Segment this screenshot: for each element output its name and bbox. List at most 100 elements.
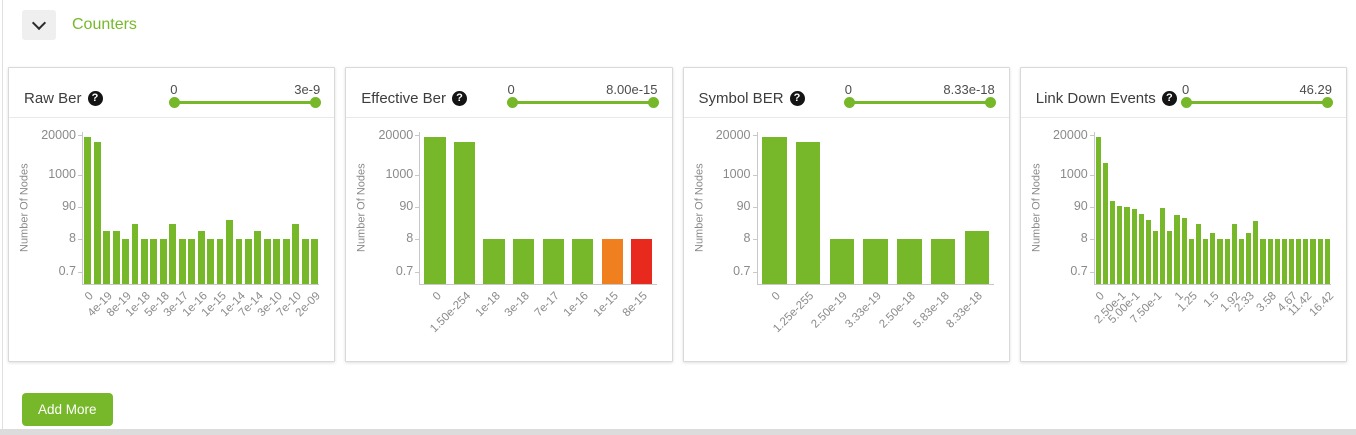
x-tick-label: 0 xyxy=(430,290,444,304)
x-tick-label: 3e-18 xyxy=(502,290,533,320)
histogram-chart: Number Of Nodes 0 4e-19 8e-19 1e-18 5e-18 3e-… xyxy=(9,118,334,346)
histogram-bar xyxy=(216,239,224,284)
slider-handle-max[interactable] xyxy=(310,97,322,108)
histogram-bar xyxy=(1188,239,1194,284)
range-slider: 0 8.33e-18 xyxy=(843,82,996,108)
histogram-bar xyxy=(424,136,446,284)
histogram-bar xyxy=(829,239,855,284)
y-tick-mark xyxy=(415,207,420,209)
slider-track[interactable] xyxy=(1181,97,1333,108)
histogram-bar xyxy=(762,136,787,284)
slider-track[interactable] xyxy=(506,97,659,108)
histogram-bar xyxy=(964,231,990,284)
y-tick-mark xyxy=(78,271,82,273)
panel-divider xyxy=(9,117,335,118)
add-more-button[interactable]: Add More xyxy=(22,393,113,426)
help-icon[interactable] xyxy=(452,91,468,106)
panel-header: Link Down Events 0 46.29 xyxy=(1021,68,1346,117)
y-tick-label: 8 xyxy=(1080,231,1088,246)
help-icon[interactable] xyxy=(87,91,103,106)
panel-title: Raw Ber xyxy=(24,90,82,107)
plot-area: 0 1.25e-255 2.50e-19 3.33e-19 2.50e-18 5.83e-… xyxy=(756,132,994,335)
histogram-bar xyxy=(1210,233,1216,284)
x-tick-label: 16.42 xyxy=(1307,290,1336,319)
y-axis-title: Number Of Nodes xyxy=(1030,163,1043,253)
y-tick-mark xyxy=(1089,239,1094,241)
slider-handle-min[interactable] xyxy=(843,97,855,108)
histogram-bar xyxy=(1145,219,1151,284)
x-tick-label: 2.50e-18 xyxy=(877,290,918,331)
histogram-bar xyxy=(159,239,167,284)
panel-title: Symbol BER xyxy=(698,90,784,107)
histogram-bar xyxy=(1174,215,1180,284)
histogram-bar xyxy=(1110,200,1116,284)
counter-panel-link-down-events: Link Down Events 0 46.29 Number Of Nodes… xyxy=(1019,67,1347,362)
histogram-bar xyxy=(226,219,233,284)
y-tick-mark xyxy=(415,175,420,177)
slider-min-value: 0 xyxy=(844,82,852,97)
chevron-down-icon xyxy=(31,15,47,31)
x-tick-label: 7e-17 xyxy=(532,290,562,320)
counter-cards-row: Raw Ber 0 3e-9 Number Of Nodes 04e-198e-… xyxy=(8,67,1347,362)
slider-handle-max[interactable] xyxy=(984,97,996,108)
slider-track[interactable] xyxy=(169,97,322,108)
counter-panel-symbol-ber: Symbol BER 0 8.33e-18 Number Of Nodes 01… xyxy=(682,67,1010,362)
slider-min-value: 0 xyxy=(507,82,515,97)
help-icon[interactable] xyxy=(1161,91,1177,106)
x-tick-label: 1.5 xyxy=(1201,290,1222,310)
histogram-bar xyxy=(1153,231,1159,284)
histogram-bar xyxy=(112,231,120,284)
histogram-bar xyxy=(601,239,623,284)
histogram-bar xyxy=(1317,239,1323,284)
histogram-bar xyxy=(235,239,243,284)
slider-min-value: 0 xyxy=(170,82,178,97)
histogram-bar xyxy=(1310,239,1316,284)
y-tick-label: 0.7 xyxy=(395,263,414,278)
slider-handle-min[interactable] xyxy=(506,97,518,108)
page-bottom-strip xyxy=(0,429,1356,435)
y-tick-mark xyxy=(78,239,82,241)
histogram-bar xyxy=(1260,239,1266,284)
histogram-bar xyxy=(188,239,196,284)
histogram-bar xyxy=(1095,136,1101,284)
section-title: Counters xyxy=(72,16,137,33)
histogram-bar xyxy=(311,239,319,284)
histogram-bar xyxy=(1324,239,1330,284)
x-tick-label: 3.58 xyxy=(1254,290,1279,315)
histogram-bar xyxy=(1281,239,1287,284)
panel-title: Link Down Events xyxy=(1035,90,1156,107)
histogram-bar xyxy=(1246,233,1252,284)
y-tick-mark xyxy=(752,271,757,273)
histogram-bar xyxy=(1138,213,1144,284)
panel-header: Symbol BER 0 8.33e-18 xyxy=(684,68,1009,117)
y-tick-label: 90 xyxy=(1073,199,1088,214)
collapse-section-button[interactable] xyxy=(22,10,56,40)
y-tick-mark xyxy=(78,175,82,177)
y-tick-mark xyxy=(415,239,420,241)
slider-track[interactable] xyxy=(843,97,996,108)
slider-handle-max[interactable] xyxy=(1322,97,1333,108)
y-tick-label: 1000 xyxy=(722,167,751,182)
y-tick-label: 20000 xyxy=(378,127,414,142)
slider-handle-max[interactable] xyxy=(647,97,659,108)
slider-handle-min[interactable] xyxy=(1181,97,1192,108)
y-tick-mark xyxy=(752,175,757,177)
slider-max-value: 46.29 xyxy=(1299,82,1332,97)
y-axis-title: Number Of Nodes xyxy=(18,163,31,253)
y-tick-label: 90 xyxy=(62,199,76,214)
panel-divider xyxy=(346,117,672,118)
range-slider: 0 46.29 xyxy=(1181,82,1333,108)
counters-section-header: Counters xyxy=(22,10,1356,40)
slider-handle-min[interactable] xyxy=(169,97,181,108)
range-slider: 0 3e-9 xyxy=(169,82,322,108)
histogram-bar xyxy=(103,231,111,284)
histogram-bar xyxy=(572,239,594,284)
histogram-bar xyxy=(122,239,129,284)
x-tick-label: 3.33e-19 xyxy=(843,290,885,331)
histogram-bar xyxy=(197,231,205,284)
histogram-bar xyxy=(1231,224,1237,284)
y-tick-label: 90 xyxy=(399,199,414,214)
y-axis-title: Number Of Nodes xyxy=(355,163,368,253)
help-icon[interactable] xyxy=(789,91,805,106)
y-tick-label: 20000 xyxy=(41,127,76,142)
